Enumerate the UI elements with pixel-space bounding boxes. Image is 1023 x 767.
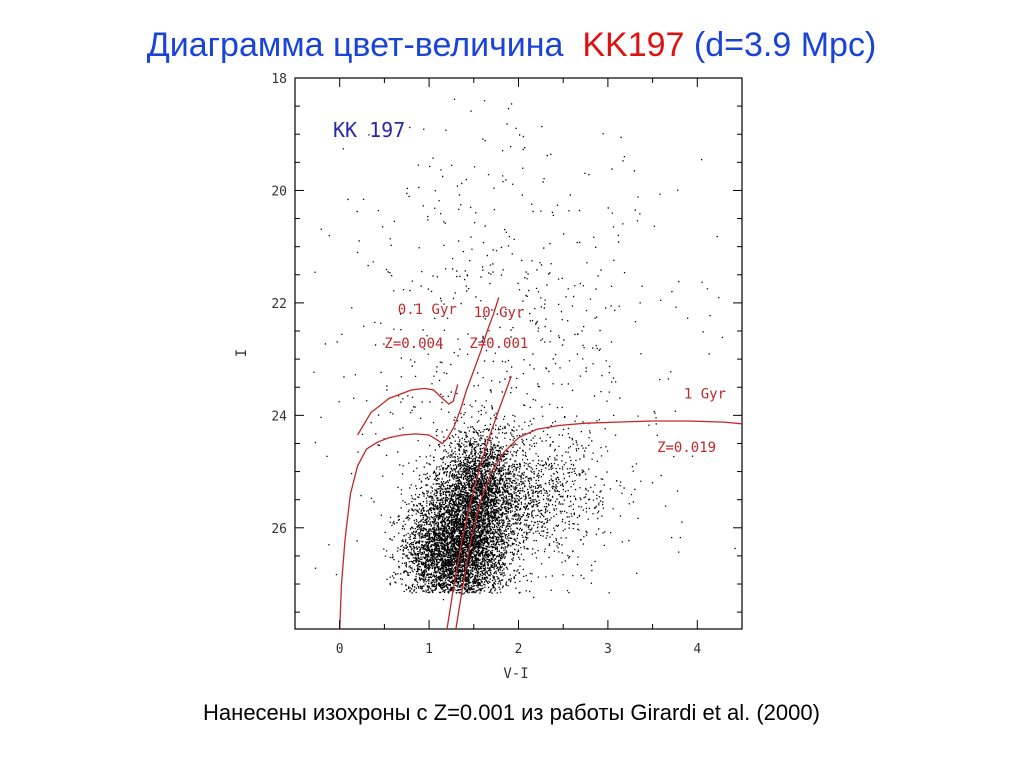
y-tick-label: 22 bbox=[271, 297, 287, 312]
slide-title-main: Диаграмма цвет-величина bbox=[146, 26, 564, 64]
y-tick-label: 20 bbox=[271, 184, 287, 199]
isochrone-z-label: Z=0.004 bbox=[384, 336, 443, 352]
slide-title-distance: (d=3.9 Mpc) bbox=[693, 26, 877, 64]
isochrone-line bbox=[339, 297, 500, 630]
y-tick-label: 26 bbox=[271, 522, 287, 537]
star-point-cloud bbox=[417, 353, 542, 583]
x-tick-label: 4 bbox=[693, 642, 701, 657]
isochrone-age-label: 0.1 Gyr bbox=[398, 302, 457, 318]
isochrone-line bbox=[357, 384, 459, 436]
x-axis-label: V-I bbox=[503, 666, 528, 682]
star-points bbox=[313, 98, 736, 601]
x-tick-label: 3 bbox=[604, 642, 612, 657]
slide-title-object: KK197 bbox=[582, 26, 685, 64]
x-tick-label: 0 bbox=[336, 642, 344, 657]
star-point-cloud bbox=[335, 401, 553, 594]
isochrone-z-label: Z=0.019 bbox=[657, 440, 716, 456]
axes: 0 1 2 3 4 18 20 22 24 26 bbox=[271, 72, 743, 657]
x-tick-label: 1 bbox=[425, 642, 433, 657]
slide-title: Диаграмма цвет-величина KK197 (d=3.9 Mpc… bbox=[0, 26, 1023, 65]
x-tick-label: 2 bbox=[515, 642, 523, 657]
panel-label: KK 197 bbox=[333, 118, 405, 142]
isochrone-age-label: 1 Gyr bbox=[684, 386, 726, 402]
isochrone-line bbox=[455, 420, 743, 630]
plot-frame bbox=[294, 77, 743, 630]
isochrone-line bbox=[446, 375, 512, 630]
slide-caption: Нанесены изохроны с Z=0.001 из работы Gi… bbox=[203, 700, 820, 725]
y-tick-label: 24 bbox=[271, 409, 287, 424]
y-axis-label: I bbox=[234, 349, 250, 357]
y-tick-label: 18 bbox=[271, 72, 287, 87]
isochrone-age-label: 10 Gyr bbox=[474, 305, 525, 321]
star-point-cloud bbox=[390, 389, 683, 594]
isochrones: 0.1 Gyr Z=0.004 10 Gyr Z=0.001 1 Gyr Z=0.019 bbox=[339, 297, 743, 630]
isochrone-z-label: Z=0.001 bbox=[469, 336, 528, 352]
